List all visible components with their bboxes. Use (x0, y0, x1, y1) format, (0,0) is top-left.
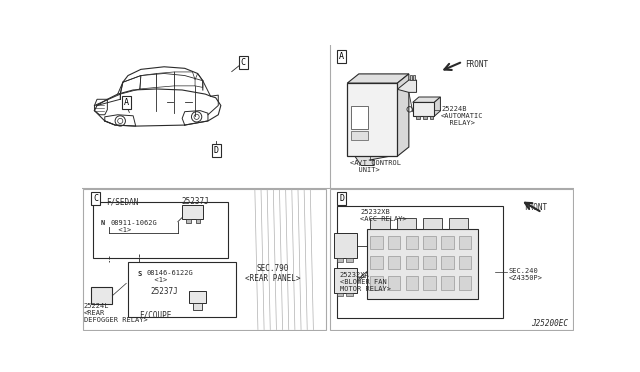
Bar (91, 287, 113, 304)
Text: 25224L
<REAR
DEFOGGER RELAY>: 25224L <REAR DEFOGGER RELAY> (84, 303, 148, 323)
Polygon shape (204, 200, 209, 219)
Bar (334, 233, 357, 258)
Bar (410, 76, 412, 80)
Text: SEC.790
<REAR PANEL>: SEC.790 <REAR PANEL> (245, 264, 300, 283)
Bar (128, 262, 236, 317)
Bar (186, 219, 191, 222)
Text: N: N (101, 220, 106, 226)
Text: J25200EC: J25200EC (531, 319, 568, 328)
Text: S: S (137, 271, 141, 277)
Text: C: C (241, 58, 246, 67)
Bar (406, 256, 418, 269)
Bar (337, 206, 503, 318)
Bar (388, 235, 401, 250)
Polygon shape (189, 287, 211, 291)
Bar (441, 276, 454, 289)
Polygon shape (397, 74, 409, 156)
Polygon shape (442, 212, 448, 230)
Text: D: D (214, 145, 219, 155)
Bar (459, 256, 471, 269)
Text: FRONT: FRONT (524, 203, 547, 212)
Bar (196, 219, 200, 222)
Bar (424, 256, 436, 269)
Bar (371, 276, 383, 289)
Polygon shape (357, 262, 365, 293)
Bar (406, 235, 418, 250)
Bar (424, 276, 436, 289)
Bar (83, 189, 326, 330)
Text: <A/T CONTROL
  UNIT>: <A/T CONTROL UNIT> (349, 160, 401, 173)
Bar (371, 218, 390, 230)
Bar (416, 116, 420, 119)
Bar (429, 116, 433, 119)
Bar (459, 235, 471, 250)
Polygon shape (355, 156, 390, 166)
Polygon shape (371, 212, 396, 218)
Text: D: D (339, 194, 344, 203)
Text: F/COUPE: F/COUPE (140, 310, 172, 319)
Polygon shape (348, 74, 409, 83)
Bar (93, 202, 228, 258)
Polygon shape (449, 212, 474, 218)
Bar (193, 302, 202, 310)
Text: SEC.240
<Z4350P>: SEC.240 <Z4350P> (509, 268, 543, 281)
Bar (371, 235, 383, 250)
Polygon shape (397, 212, 422, 218)
Bar (388, 276, 401, 289)
Bar (406, 276, 418, 289)
Bar (346, 258, 353, 262)
Polygon shape (468, 212, 474, 230)
Polygon shape (182, 200, 209, 205)
Bar (334, 268, 357, 293)
Bar (337, 258, 344, 262)
Bar (346, 293, 353, 296)
Bar (330, 189, 573, 330)
Bar (189, 291, 206, 302)
Bar (337, 293, 344, 296)
Polygon shape (413, 97, 440, 102)
Bar (371, 256, 383, 269)
Bar (449, 218, 468, 230)
Text: C: C (93, 194, 98, 203)
Text: 25224B
<AUTOMATIC
  RELAY>: 25224B <AUTOMATIC RELAY> (441, 106, 484, 126)
Bar (441, 235, 454, 250)
Text: 08911-1062G
  <1>: 08911-1062G <1> (110, 220, 157, 233)
Bar (422, 116, 427, 119)
Text: 25237J: 25237J (151, 287, 179, 296)
Text: 25237J: 25237J (182, 197, 209, 206)
Polygon shape (416, 212, 422, 230)
Bar (413, 102, 435, 116)
Polygon shape (334, 262, 365, 268)
Bar (413, 76, 415, 80)
Bar (397, 218, 416, 230)
Text: 25232XB
<ACC RELAY>: 25232XB <ACC RELAY> (360, 209, 407, 222)
Text: 25232XA
<BLOWER FAN
MOTOR RELAY>: 25232XA <BLOWER FAN MOTOR RELAY> (340, 272, 390, 292)
Polygon shape (422, 212, 448, 218)
Bar (351, 131, 368, 140)
Bar (351, 106, 368, 129)
Text: 08146-6122G
  <1>: 08146-6122G <1> (147, 270, 193, 283)
Polygon shape (367, 218, 492, 230)
Text: F/SEDAN: F/SEDAN (106, 197, 139, 206)
Polygon shape (334, 227, 365, 233)
Bar (182, 205, 204, 219)
Polygon shape (390, 212, 396, 230)
Polygon shape (435, 97, 440, 116)
Bar (441, 256, 454, 269)
Bar (348, 83, 397, 156)
Bar (367, 230, 478, 299)
Text: FRONT: FRONT (465, 60, 488, 69)
Polygon shape (397, 80, 417, 92)
Bar (422, 218, 442, 230)
Polygon shape (478, 218, 492, 299)
Text: A: A (124, 98, 129, 107)
Polygon shape (357, 227, 365, 258)
Bar (459, 276, 471, 289)
Text: A: A (339, 52, 344, 61)
Bar (424, 235, 436, 250)
Bar (388, 256, 401, 269)
